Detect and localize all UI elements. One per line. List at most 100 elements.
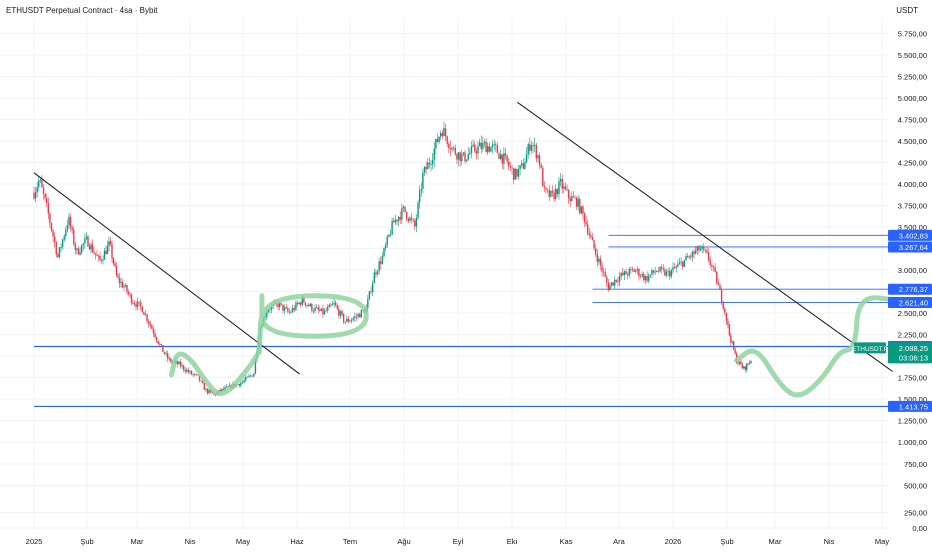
candle-body xyxy=(469,152,471,155)
candle-body xyxy=(456,154,458,160)
candle-body xyxy=(33,192,35,199)
candle-body xyxy=(111,244,113,259)
candle-body xyxy=(34,192,37,199)
y-tick-label: 500,00 xyxy=(904,482,927,491)
candle-body xyxy=(157,340,159,344)
candle-body xyxy=(328,304,331,308)
candle-body xyxy=(626,274,629,276)
candle-body xyxy=(716,271,718,284)
candle-body xyxy=(384,244,387,249)
candle-body xyxy=(690,256,692,258)
candle-body xyxy=(165,353,167,355)
candle-body xyxy=(537,155,539,159)
bar-countdown-label: 03:06:13 xyxy=(899,353,928,362)
candle-body xyxy=(315,307,318,309)
x-tick-label: 2026 xyxy=(665,537,682,546)
candle-body xyxy=(370,291,372,293)
candle-body xyxy=(508,161,510,167)
candle-body xyxy=(249,375,252,377)
candle-body xyxy=(309,303,311,307)
candle-body xyxy=(108,241,110,246)
candle-body xyxy=(477,146,479,154)
candle-body xyxy=(287,308,289,312)
candle-body xyxy=(115,265,118,276)
y-tick-label: 4.750,00 xyxy=(898,116,927,125)
candle-body xyxy=(65,229,67,237)
candle-body xyxy=(459,152,461,162)
candle-body xyxy=(320,308,323,311)
candle-body xyxy=(438,136,440,142)
candle-body xyxy=(225,386,228,388)
candle-body xyxy=(435,139,437,149)
last-price-tag xyxy=(888,342,932,364)
candle-body xyxy=(707,252,710,260)
candle-body xyxy=(76,248,78,250)
candle-body xyxy=(409,217,411,221)
candle-body xyxy=(607,282,610,291)
x-tick-label: Nis xyxy=(824,537,835,546)
y-tick-label: 1.250,00 xyxy=(898,417,927,426)
candle-body xyxy=(498,153,500,159)
candle-body xyxy=(388,234,390,237)
candle-body xyxy=(662,268,664,270)
candle-body xyxy=(38,180,40,187)
candle-body xyxy=(74,243,77,250)
candle-body xyxy=(525,153,528,163)
candle-body xyxy=(664,269,666,276)
candle-body xyxy=(248,375,250,377)
candle-body xyxy=(154,333,156,338)
candle-body xyxy=(724,308,726,313)
candle-body xyxy=(740,361,742,365)
candle-body xyxy=(425,167,427,170)
candle-body xyxy=(94,253,97,255)
candle-body xyxy=(298,302,300,304)
candle-body xyxy=(461,154,463,162)
candle-body xyxy=(103,250,106,260)
candle-body xyxy=(694,250,697,254)
candle-body xyxy=(300,302,302,305)
candle-body xyxy=(240,382,242,386)
candle-body xyxy=(406,211,408,219)
candle-body xyxy=(623,271,626,276)
candle-body xyxy=(303,297,305,303)
candle-body xyxy=(532,145,534,147)
candle-body xyxy=(200,380,202,382)
candle-body xyxy=(208,389,210,394)
candle-body xyxy=(727,320,729,325)
candle-body xyxy=(254,359,257,374)
candle-body xyxy=(52,230,54,237)
candle-body xyxy=(197,374,199,376)
candle-body xyxy=(722,302,724,309)
candle-body xyxy=(696,246,698,251)
candle-body xyxy=(545,187,547,190)
candle-body xyxy=(322,308,324,315)
candle-body xyxy=(596,254,598,262)
candle-body xyxy=(747,363,749,365)
candle-body xyxy=(73,229,75,244)
candle-body xyxy=(60,247,62,248)
candle-body xyxy=(144,314,147,316)
candle-body xyxy=(295,302,297,310)
candle-body xyxy=(168,358,171,360)
candle-body xyxy=(418,190,421,203)
candle-body xyxy=(566,189,568,191)
candle-body xyxy=(50,222,53,231)
candle-body xyxy=(393,220,395,223)
candle-body xyxy=(181,365,183,367)
candle-body xyxy=(683,260,686,267)
candle-body xyxy=(682,261,684,267)
candle-body xyxy=(304,302,307,306)
symbol-tag xyxy=(854,342,886,354)
candle-body xyxy=(599,258,602,266)
candle-body xyxy=(267,309,270,313)
candle-body xyxy=(117,275,119,278)
candle-body xyxy=(402,206,405,209)
candle-body xyxy=(480,142,482,149)
candle-body xyxy=(102,259,104,261)
candle-body xyxy=(167,353,169,359)
candle-body xyxy=(301,297,303,305)
candle-body xyxy=(106,245,109,255)
candle-body xyxy=(415,217,418,227)
